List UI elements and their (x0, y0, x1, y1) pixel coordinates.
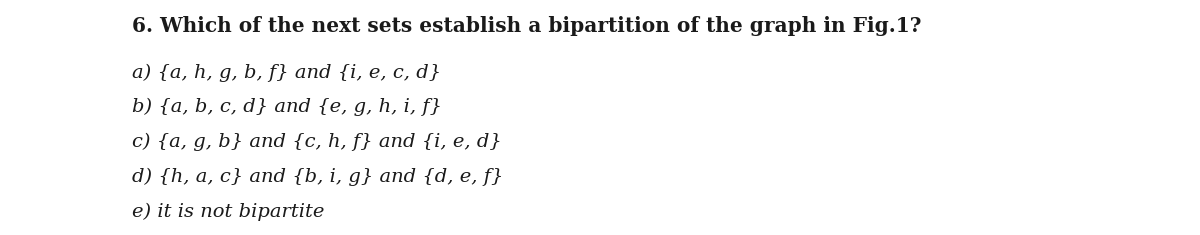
Text: c) {a, g, b} and {c, h, f} and {i, e, d}: c) {a, g, b} and {c, h, f} and {i, e, d} (132, 133, 502, 151)
Text: a) {a, h, g, b, f} and {i, e, c, d}: a) {a, h, g, b, f} and {i, e, c, d} (132, 63, 442, 82)
Text: d) {h, a, c} and {b, i, g} and {d, e, f}: d) {h, a, c} and {b, i, g} and {d, e, f} (132, 168, 503, 186)
Text: b) {a, b, c, d} and {e, g, h, i, f}: b) {a, b, c, d} and {e, g, h, i, f} (132, 98, 442, 117)
Text: e) it is not bipartite: e) it is not bipartite (132, 203, 324, 221)
Text: 6. Which of the next sets establish a bipartition of the graph in Fig.1?: 6. Which of the next sets establish a bi… (132, 16, 922, 36)
